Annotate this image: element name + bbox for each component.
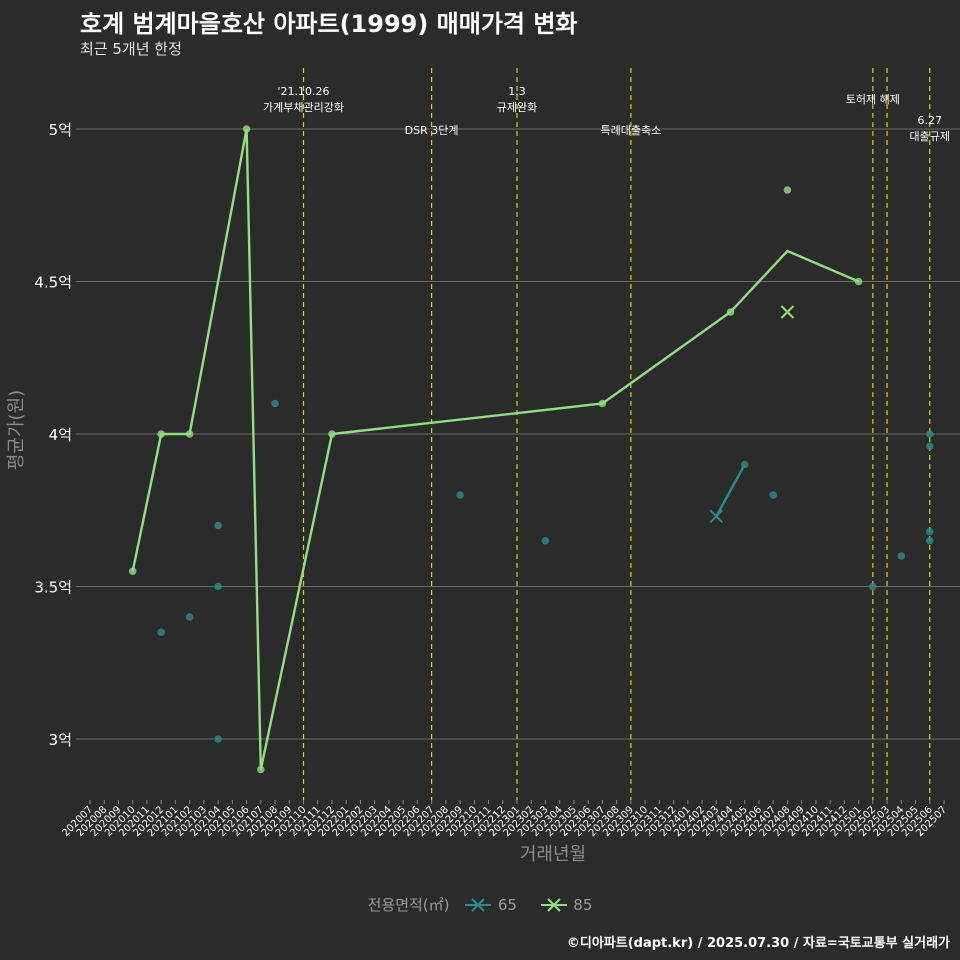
event-label: 토허제 해제 [846, 92, 900, 106]
series-line [715, 463, 746, 517]
series-85 [128, 125, 863, 774]
y-tick-label: 3.5억 [34, 579, 72, 597]
data-point [128, 567, 137, 576]
data-point [598, 399, 607, 408]
event-label: 가계부채관리강화 [263, 101, 344, 114]
data-point [854, 277, 863, 286]
data-point [897, 552, 906, 560]
data-point [869, 582, 877, 591]
legend: 전용면적(㎡) 65 85 [0, 894, 960, 915]
event-label: '21.10.26 [277, 85, 329, 98]
data-point [925, 536, 934, 545]
y-axis-title: 평균가(원) [6, 390, 27, 470]
data-point [925, 527, 934, 536]
data-point [257, 765, 265, 774]
data-point [541, 536, 550, 545]
data-point [214, 582, 222, 591]
event-label: 1.3 [508, 85, 526, 98]
data-point [214, 735, 222, 743]
y-tick-label: 4.5억 [34, 274, 72, 292]
legend-label-65: 65 [497, 895, 517, 914]
y-tick-label: 4억 [49, 426, 72, 444]
data-point [925, 442, 934, 451]
event-label: 특례대출축소 [600, 124, 661, 137]
chart-title: 호계 범계마을호산 아파트(1999) 매매가격 변화 [80, 10, 578, 38]
series-line [131, 128, 860, 770]
x-axis-title: 거래년월 [520, 844, 586, 865]
data-point [456, 491, 464, 499]
data-point [783, 186, 792, 194]
data-point [214, 521, 222, 530]
event-label: 규제완화 [497, 101, 537, 114]
data-point [185, 430, 194, 438]
event-label: DSR 3단계 [405, 124, 459, 137]
data-point [185, 613, 194, 621]
cross-marker [780, 305, 795, 319]
legend-key-65-icon [465, 897, 492, 912]
series-65 [157, 399, 934, 743]
y-tick-label: 3억 [49, 731, 72, 749]
source-caption: ©디아파트(dapt.kr) / 2025.07.30 / 자료=국토교통부 실… [566, 936, 950, 951]
data-point [740, 460, 749, 469]
chart-subtitle: 최근 5개년 한정 [80, 40, 182, 58]
legend-key-85-icon [540, 897, 567, 912]
data-point [328, 430, 336, 438]
event-label: 대출규제 [910, 130, 950, 143]
data-point [726, 308, 735, 316]
data-point [271, 399, 279, 408]
data-point [157, 430, 165, 438]
y-tick-label: 5억 [49, 121, 72, 139]
legend-title: 전용면적(㎡) [367, 896, 450, 914]
data-point [769, 491, 777, 499]
event-label: 6.27 [918, 114, 943, 127]
legend-label-85: 85 [573, 895, 593, 914]
data-point [242, 125, 251, 133]
data-point [157, 628, 165, 637]
cross-marker [709, 509, 723, 524]
data-point [925, 430, 934, 438]
